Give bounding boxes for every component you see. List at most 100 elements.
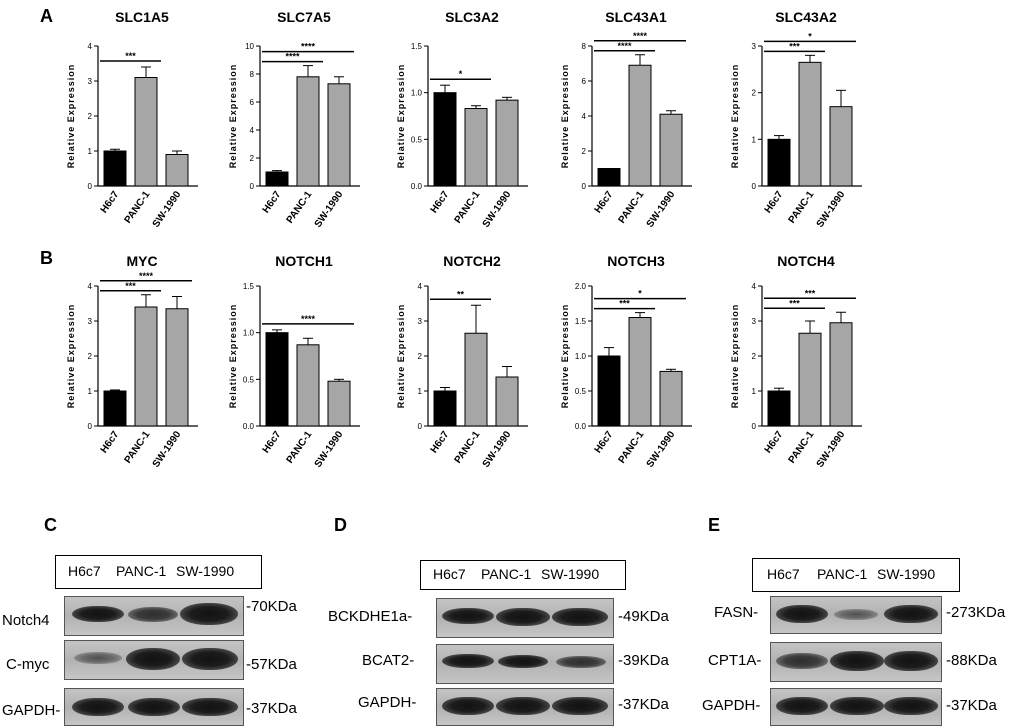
- significance-label: ****: [285, 52, 300, 62]
- chart-notch3: NOTCH3 Relative Expression 0.0 0.5 1.0 1.5 2.0…: [560, 253, 692, 470]
- y-tick-label: 3: [88, 77, 93, 86]
- y-tick-label: 1.5: [575, 317, 587, 326]
- y-tick-label: 4: [88, 42, 93, 51]
- category-label: PANC-1: [617, 429, 647, 466]
- band-panc1: [498, 655, 548, 668]
- bar-h6c7: [265, 332, 289, 427]
- y-tick-label: 1: [752, 135, 757, 144]
- chart-title: NOTCH3: [607, 253, 665, 269]
- significance-label: *: [638, 289, 642, 299]
- bar-sw-1990: [165, 154, 189, 187]
- category-label: SW-1990: [645, 429, 678, 470]
- chart-notch4: NOTCH4 Relative Expression 0 1 2 3 4 H6c7 PANC-1…: [730, 253, 862, 470]
- mw-label: -39KDa: [618, 652, 669, 669]
- chart-title: MYC: [126, 253, 157, 269]
- chart-notch1: NOTCH1 Relative Expression 0.0 0.5 1.0 1.5 H6c…: [228, 253, 360, 470]
- chart-title: SLC3A2: [445, 9, 499, 25]
- bar-panc-1: [464, 332, 488, 427]
- chart-slc1a5: SLC1A5 Relative Expression 0 1 2 3 4 H6c7 PANC-1…: [66, 9, 198, 230]
- category-label: H6c7: [99, 429, 122, 455]
- y-axis-label: Relative Expression: [66, 304, 76, 409]
- lane-label-sw1990: SW-1990: [541, 566, 600, 582]
- chart-title: SLC7A5: [277, 9, 331, 25]
- bar-h6c7: [767, 390, 791, 427]
- protein-label: GAPDH-: [2, 702, 61, 719]
- category-label: SW-1990: [815, 429, 848, 470]
- y-tick-label: 0.5: [575, 387, 587, 396]
- mw-label: -37KDa: [246, 700, 297, 717]
- band-sw1990: [552, 697, 608, 715]
- bar-panc-1: [296, 344, 320, 427]
- protein-label: GAPDH-: [702, 697, 761, 714]
- y-tick-label: 4: [418, 282, 423, 291]
- significance-label: **: [457, 289, 465, 299]
- category-label: PANC-1: [123, 429, 153, 466]
- chart-title: SLC43A1: [605, 9, 667, 25]
- chart-slc43a1: SLC43A1 Relative Expression 0 2 4 6 8 H6c7 PANC-…: [560, 9, 692, 230]
- lane-label-sw1990: SW-1990: [877, 566, 936, 582]
- bar-h6c7: [597, 168, 621, 187]
- y-tick-label: 1.0: [243, 329, 255, 338]
- significance-label: ***: [789, 41, 800, 51]
- significance-label: ***: [619, 299, 630, 309]
- significance-label: ****: [139, 271, 154, 281]
- mw-label: -88KDa: [946, 652, 997, 669]
- category-label: PANC-1: [285, 189, 315, 226]
- lane-label-sw1990: SW-1990: [176, 563, 235, 579]
- panel-label-d: D: [334, 515, 347, 535]
- bar-panc-1: [798, 332, 822, 427]
- lane-label-panc1: PANC-1: [817, 566, 868, 582]
- y-tick-label: 3: [88, 317, 93, 326]
- significance-label: ***: [805, 288, 816, 298]
- band-panc1: [496, 697, 550, 715]
- bar-sw-1990: [659, 113, 683, 187]
- y-tick-label: 2: [752, 89, 757, 98]
- bar-sw-1990: [327, 380, 351, 427]
- bar-panc-1: [628, 64, 652, 187]
- y-tick-label: 10: [245, 42, 254, 51]
- band-h6c7: [776, 653, 828, 669]
- lane-header-d: H6c7 PANC-1 SW-1990: [420, 560, 626, 590]
- chart-slc43a2: SLC43A2 Relative Expression 0 1 2 3 H6c7 PANC-1…: [730, 9, 862, 230]
- lane-header-e: H6c7 PANC-1 SW-1990: [752, 558, 960, 592]
- y-tick-label: 0: [582, 182, 587, 191]
- bar-sw-1990: [829, 322, 853, 427]
- bar-panc-1: [628, 317, 652, 427]
- y-tick-label: 2: [752, 352, 757, 361]
- category-label: SW-1990: [481, 429, 514, 470]
- chart-slc7a5: SLC7A5 Relative Expression 0 2 4 6 8 10 H6c7 PANC…: [228, 9, 360, 230]
- y-tick-label: 8: [582, 42, 587, 51]
- y-tick-label: 1: [418, 387, 423, 396]
- category-label: PANC-1: [453, 429, 483, 466]
- significance-label: ***: [789, 298, 800, 308]
- bar-h6c7: [103, 150, 127, 187]
- category-label: PANC-1: [617, 189, 647, 226]
- bar-sw-1990: [495, 99, 519, 187]
- y-tick-label: 2: [88, 352, 93, 361]
- bar-sw-1990: [829, 106, 853, 187]
- y-tick-label: 1: [752, 387, 757, 396]
- significance-label: ***: [125, 281, 136, 291]
- chart-title: NOTCH1: [275, 253, 333, 269]
- band-h6c7: [442, 654, 494, 668]
- y-tick-label: 1.5: [243, 282, 255, 291]
- y-axis-label: Relative Expression: [228, 304, 238, 409]
- band-h6c7: [74, 652, 122, 664]
- y-tick-label: 0: [752, 182, 757, 191]
- y-tick-label: 3: [752, 42, 757, 51]
- band-panc1: [126, 648, 180, 670]
- y-axis-label: Relative Expression: [396, 304, 406, 409]
- chart-slc3a2: SLC3A2 Relative Expression 0.0 0.5 1.0 1.5 H6c…: [396, 9, 528, 230]
- band-h6c7: [776, 697, 828, 715]
- protein-label: CPT1A-: [708, 652, 762, 669]
- y-tick-label: 2.0: [575, 282, 587, 291]
- bar-panc-1: [798, 61, 822, 187]
- band-h6c7: [776, 605, 828, 623]
- y-axis-label: Relative Expression: [730, 64, 740, 169]
- bar-panc-1: [134, 77, 158, 187]
- band-h6c7: [442, 608, 494, 624]
- protein-label: C-myc: [6, 656, 50, 673]
- category-label: SW-1990: [151, 429, 184, 470]
- y-axis-label: Relative Expression: [66, 64, 76, 169]
- category-label: H6c7: [593, 429, 616, 455]
